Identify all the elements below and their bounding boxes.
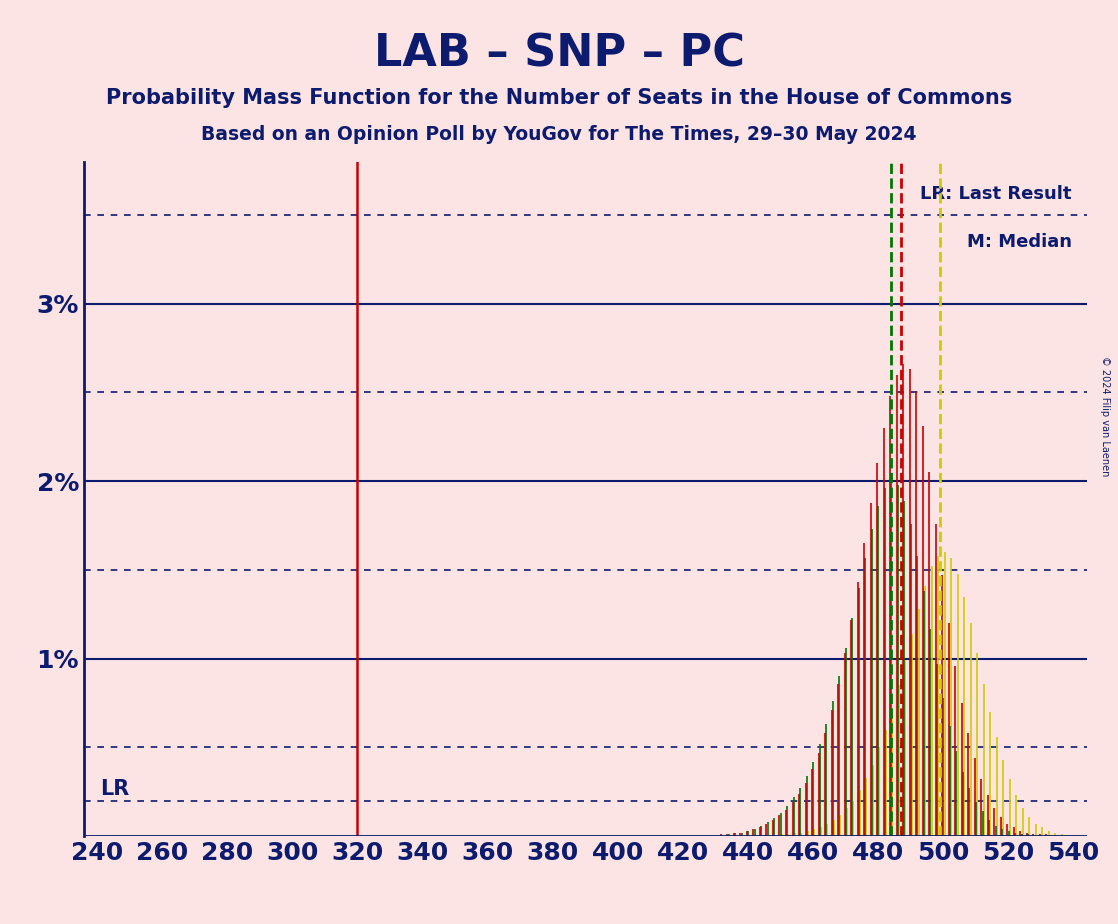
Text: LAB – SNP – PC: LAB – SNP – PC bbox=[373, 32, 745, 76]
Text: M: Median: M: Median bbox=[967, 233, 1072, 250]
Text: LR: Last Result: LR: Last Result bbox=[920, 186, 1072, 203]
Text: © 2024 Filip van Laenen: © 2024 Filip van Laenen bbox=[1100, 356, 1110, 476]
Text: Probability Mass Function for the Number of Seats in the House of Commons: Probability Mass Function for the Number… bbox=[106, 88, 1012, 108]
Text: Based on an Opinion Poll by YouGov for The Times, 29–30 May 2024: Based on an Opinion Poll by YouGov for T… bbox=[201, 125, 917, 144]
Text: LR: LR bbox=[101, 779, 130, 799]
